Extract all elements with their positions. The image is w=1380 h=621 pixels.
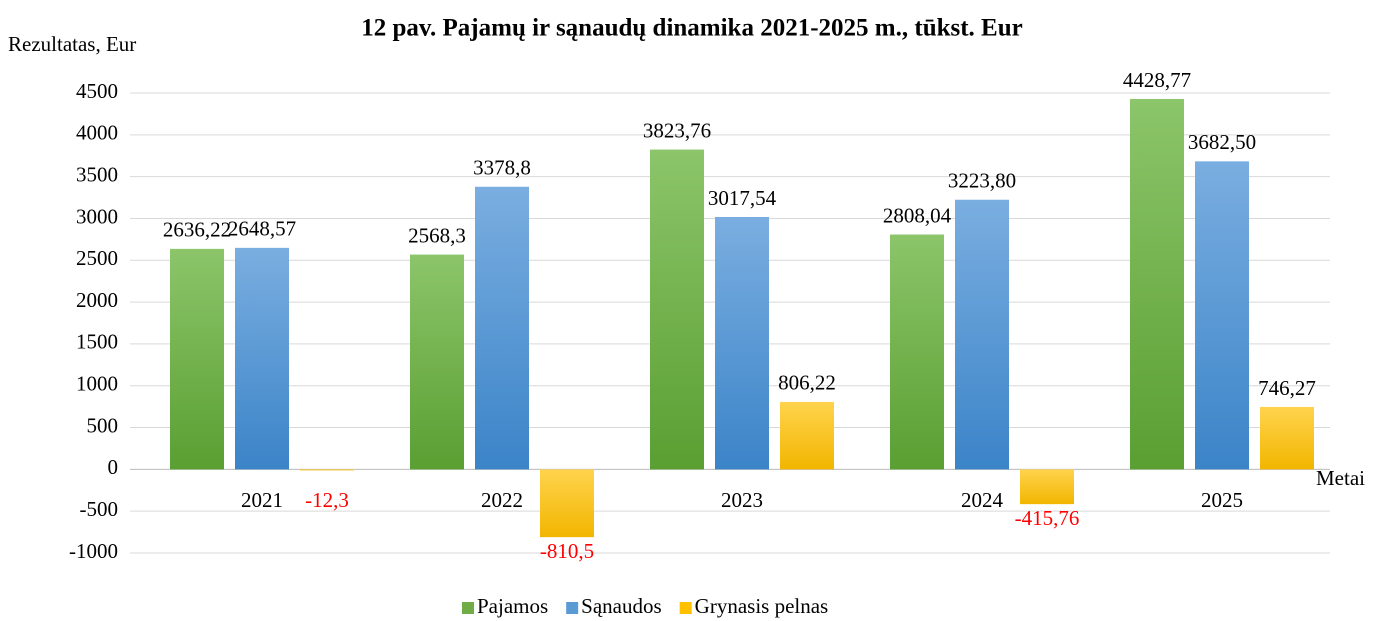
bar — [1130, 98, 1184, 470]
data-label: -415,76 — [1015, 506, 1080, 530]
data-label: 2568,3 — [408, 223, 466, 247]
data-label: 806,22 — [778, 371, 836, 395]
y-tick-label: 500 — [87, 413, 119, 437]
legend-label: Grynasis pelnas — [695, 594, 829, 618]
bar — [540, 469, 594, 538]
data-label: 746,27 — [1258, 376, 1316, 400]
data-label: 3682,50 — [1188, 130, 1256, 154]
y-axis-title: Rezultatas, Eur — [8, 32, 136, 56]
data-label: -810,5 — [540, 539, 594, 563]
bar — [955, 199, 1009, 470]
data-label: 4428,77 — [1123, 68, 1191, 92]
y-tick-label: 3500 — [76, 162, 118, 186]
x-tick-label: 2024 — [961, 488, 1004, 512]
y-tick-label: 0 — [108, 455, 119, 479]
data-label: 3378,8 — [473, 156, 531, 180]
bar — [780, 401, 834, 470]
legend-label: Pajamos — [477, 594, 548, 618]
legend-swatch — [679, 602, 692, 614]
data-label: 2636,22 — [163, 218, 231, 242]
data-label: 3223,80 — [948, 169, 1016, 193]
bar — [170, 248, 224, 470]
legend-swatch — [462, 602, 474, 614]
x-tick-label: 2023 — [721, 488, 763, 512]
x-tick-label: 2025 — [1201, 488, 1243, 512]
y-tick-label: 4000 — [76, 121, 118, 145]
bar — [475, 186, 529, 470]
y-tick-label: 2000 — [76, 288, 118, 312]
y-tick-label: -500 — [80, 497, 119, 521]
bar — [890, 234, 944, 470]
data-label: 2808,04 — [883, 203, 952, 227]
y-tick-label: 2500 — [76, 246, 118, 270]
data-label: 3823,76 — [643, 118, 711, 142]
y-tick-label: -1000 — [69, 539, 118, 563]
y-tick-label: 1000 — [76, 372, 118, 396]
chart-title: 12 pav. Pajamų ir sąnaudų dinamika 2021-… — [361, 15, 1022, 42]
y-tick-label: 4500 — [76, 79, 118, 103]
bar — [300, 469, 354, 471]
x-tick-label: 2022 — [481, 488, 523, 512]
y-tick-label: 3000 — [76, 204, 118, 228]
bar — [235, 247, 289, 470]
bar — [650, 149, 704, 470]
bar — [1195, 161, 1249, 470]
data-label: 2648,57 — [228, 217, 296, 241]
y-tick-label: 1500 — [76, 330, 118, 354]
bar — [1020, 469, 1074, 505]
x-tick-label: 2021 — [241, 488, 283, 512]
legend-swatch — [566, 602, 579, 614]
data-label: 3017,54 — [708, 186, 777, 210]
legend-label: Sąnaudos — [581, 594, 662, 618]
bar — [410, 254, 464, 470]
data-label: -12,3 — [305, 488, 349, 512]
bar — [715, 216, 769, 470]
bar — [1260, 406, 1314, 470]
